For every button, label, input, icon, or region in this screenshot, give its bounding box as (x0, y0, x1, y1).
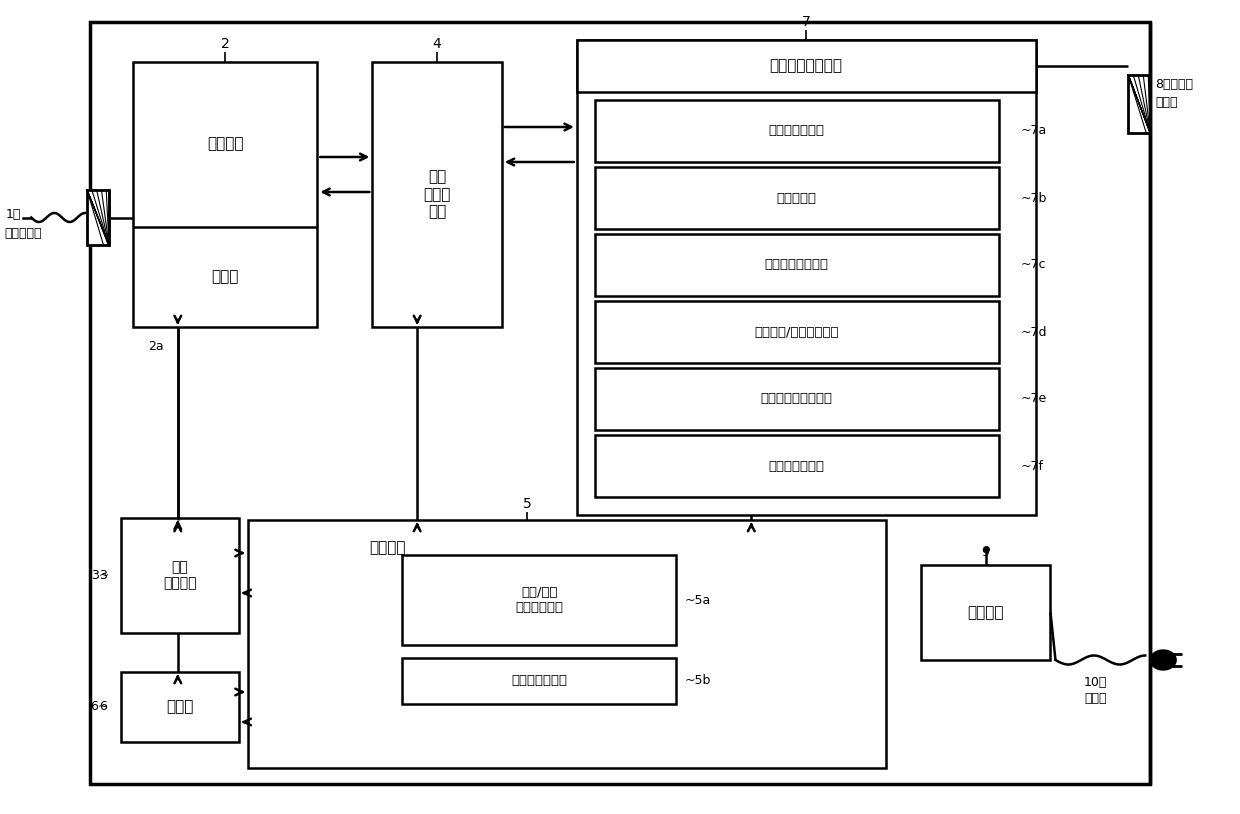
Text: 电源线: 电源线 (1084, 692, 1106, 704)
Text: 7: 7 (802, 15, 811, 29)
Text: ~5a: ~5a (684, 593, 711, 606)
Bar (402, 658, 677, 704)
Bar (595, 167, 998, 229)
Text: 电话线路接口部分: 电话线路接口部分 (770, 59, 843, 73)
Text: 1：: 1： (6, 208, 21, 221)
Bar (402, 555, 677, 645)
Bar (577, 40, 1035, 92)
Bar (921, 565, 1050, 660)
Text: ~7e: ~7e (1021, 392, 1047, 405)
Text: 合成器: 合成器 (212, 269, 239, 285)
Ellipse shape (1151, 650, 1177, 670)
Bar (595, 301, 998, 363)
Bar (595, 234, 998, 296)
Bar (133, 62, 317, 327)
Text: ~7a: ~7a (1021, 125, 1047, 138)
Text: 5: 5 (522, 497, 531, 511)
Text: ~7f: ~7f (1021, 459, 1044, 472)
Text: 摘机/挂机
信号辨别装置: 摘机/挂机 信号辨别装置 (516, 586, 563, 614)
Text: 话音编解码部分: 话音编解码部分 (769, 125, 825, 138)
Text: ~7d: ~7d (1021, 326, 1047, 339)
Text: ~7c: ~7c (1021, 259, 1047, 272)
Text: 6~: 6~ (91, 701, 109, 714)
Bar (87, 190, 109, 245)
Text: 控制部分: 控制部分 (370, 540, 405, 555)
Text: ~5b: ~5b (684, 675, 711, 688)
Bar (577, 40, 1035, 515)
Text: 信道
编解码
部分: 信道 编解码 部分 (423, 169, 451, 220)
Text: 电话线电路: 电话线电路 (776, 191, 817, 204)
Text: 4: 4 (433, 37, 441, 51)
Text: 电话摘机/挂机检测电路: 电话摘机/挂机检测电路 (754, 326, 839, 339)
Bar (595, 100, 998, 162)
Text: 10：: 10： (1084, 676, 1107, 689)
Text: 电话机拨号检测电路: 电话机拨号检测电路 (760, 392, 833, 405)
Bar (1128, 75, 1151, 133)
Text: 无线电路: 无线电路 (207, 137, 243, 151)
Bar (595, 368, 998, 430)
Bar (122, 672, 238, 742)
Text: 拨号初始化装置: 拨号初始化装置 (511, 675, 568, 688)
Text: 9: 9 (982, 546, 990, 559)
Bar (248, 520, 885, 768)
Text: 无线
控制部分: 无线 控制部分 (162, 560, 196, 591)
Text: 天线连接器: 天线连接器 (5, 227, 42, 240)
Text: 2a: 2a (149, 340, 164, 353)
Text: 电源电路: 电源电路 (967, 605, 1004, 620)
Text: 6: 6 (99, 701, 107, 714)
Text: 连接器: 连接器 (1156, 97, 1178, 110)
Bar (372, 62, 502, 327)
Bar (595, 435, 998, 497)
Text: ~7b: ~7b (1021, 191, 1047, 204)
Text: 接收信号生成电路: 接收信号生成电路 (765, 259, 828, 272)
Text: 2: 2 (221, 37, 229, 51)
Text: 信号音生成电路: 信号音生成电路 (769, 459, 825, 472)
Text: 8：话机绳: 8：话机绳 (1156, 78, 1193, 91)
Text: 存储器: 存储器 (166, 699, 193, 715)
Text: 3: 3 (99, 569, 107, 582)
Bar (91, 22, 1151, 784)
Text: 3~: 3~ (91, 569, 109, 582)
Bar (122, 518, 238, 633)
